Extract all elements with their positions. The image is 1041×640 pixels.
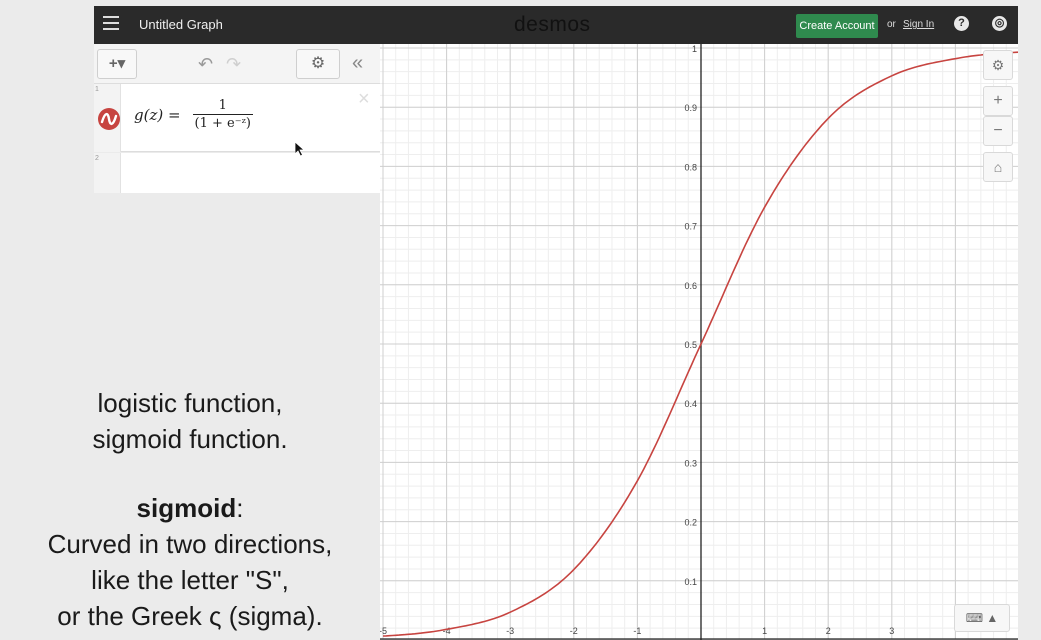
caption-line: like the letter "S",: [91, 565, 289, 595]
x-tick-label: -3: [506, 626, 514, 636]
close-icon[interactable]: ×: [358, 88, 370, 110]
home-icon[interactable]: ⌂: [983, 152, 1013, 182]
graph-title[interactable]: Untitled Graph: [139, 17, 223, 32]
wrench-icon[interactable]: ⚙: [983, 50, 1013, 80]
caption-line: Curved in two directions,: [47, 529, 333, 559]
globe-icon[interactable]: ◎: [992, 16, 1007, 31]
x-tick-label: 1: [762, 626, 767, 636]
expression-number: 1: [95, 86, 99, 93]
formula-lhs: g(z) =: [134, 105, 181, 124]
redo-icon[interactable]: ↷: [226, 54, 242, 74]
caption-term: sigmoid: [136, 493, 237, 523]
help-icon[interactable]: ?: [954, 16, 969, 31]
caption-sigmoid: sigmoid: Curved in two directions, like …: [0, 490, 380, 634]
expression-number: 2: [95, 155, 99, 162]
x-tick-label: -1: [633, 626, 641, 636]
caption-line: logistic function,: [97, 388, 283, 418]
menu-icon[interactable]: [103, 16, 119, 30]
zoom-out-button[interactable]: −: [983, 116, 1013, 146]
expression-index: 2: [94, 153, 121, 193]
caption-definition: logistic function, sigmoid function.: [0, 385, 380, 457]
formula-fraction: 1 (1 + e⁻ᶻ): [192, 98, 253, 131]
top-bar: Untitled Graph desmos Create Account or …: [94, 6, 1018, 44]
caption-term-line: sigmoid:: [0, 490, 380, 526]
undo-icon[interactable]: ↶: [198, 54, 214, 74]
y-tick-label: 0.1: [684, 577, 697, 587]
desmos-logo: desmos: [514, 13, 591, 36]
caption-term-suffix: :: [236, 493, 244, 523]
x-tick-label: -2: [570, 626, 578, 636]
zoom-in-button[interactable]: +: [983, 86, 1013, 116]
y-tick-label: 0.9: [684, 103, 697, 113]
y-tick-label: 0.2: [684, 518, 697, 528]
x-tick-label: -5: [380, 626, 387, 636]
curve-color-icon[interactable]: [98, 108, 120, 130]
y-tick-label: 0.3: [684, 458, 697, 468]
add-item-button[interactable]: +▾: [97, 49, 137, 79]
mouse-cursor-icon: [295, 142, 306, 157]
collapse-panel-icon[interactable]: «: [352, 52, 364, 74]
y-tick-label: 0.4: [684, 399, 697, 409]
x-tick-label: 2: [826, 626, 831, 636]
expression-formula[interactable]: g(z) = 1 (1 + e⁻ᶻ): [134, 98, 253, 131]
formula-numerator: 1: [218, 98, 227, 113]
y-tick-label: 0.6: [684, 281, 697, 291]
y-tick-label: 0.7: [684, 222, 697, 232]
graph-canvas[interactable]: 0.1 0.2 0.3 0.4 0.5 0.6 0.7 0.8 0.9 1 -5 -4 -3 -2 -1 1 2…: [380, 44, 1018, 640]
formula-denominator: (1 + e⁻ᶻ): [192, 114, 253, 131]
caption-line: sigmoid function.: [92, 424, 288, 454]
y-tick-label: 0.5: [684, 340, 697, 350]
expression-index: 1: [94, 84, 121, 152]
gear-icon[interactable]: ⚙: [296, 49, 340, 79]
x-tick-label: 3: [889, 626, 894, 636]
x-tick-label: -4: [443, 626, 451, 636]
caption-line: or the Greek ς (sigma).: [57, 601, 323, 631]
y-tick-label: 0.8: [684, 162, 697, 172]
graph-svg[interactable]: 0.1 0.2 0.3 0.4 0.5 0.6 0.7 0.8 0.9 1 -5 -4 -3 -2 -1 1 2…: [380, 44, 1018, 640]
expression-toolbar: +▾ ↶ ↷ ⚙ «: [94, 44, 380, 84]
sign-in-link[interactable]: Sign In: [903, 19, 935, 30]
or-text: or: [887, 19, 896, 30]
y-tick-label: 1: [692, 44, 697, 54]
keyboard-icon[interactable]: ⌨ ▲: [954, 604, 1010, 632]
create-account-button[interactable]: Create Account: [796, 14, 878, 38]
sigmoid-curve: [382, 51, 1018, 637]
expression-row[interactable]: 1 g(z) = 1 (1 + e⁻ᶻ) ×: [94, 84, 380, 152]
expression-row-empty[interactable]: 2: [94, 153, 380, 193]
